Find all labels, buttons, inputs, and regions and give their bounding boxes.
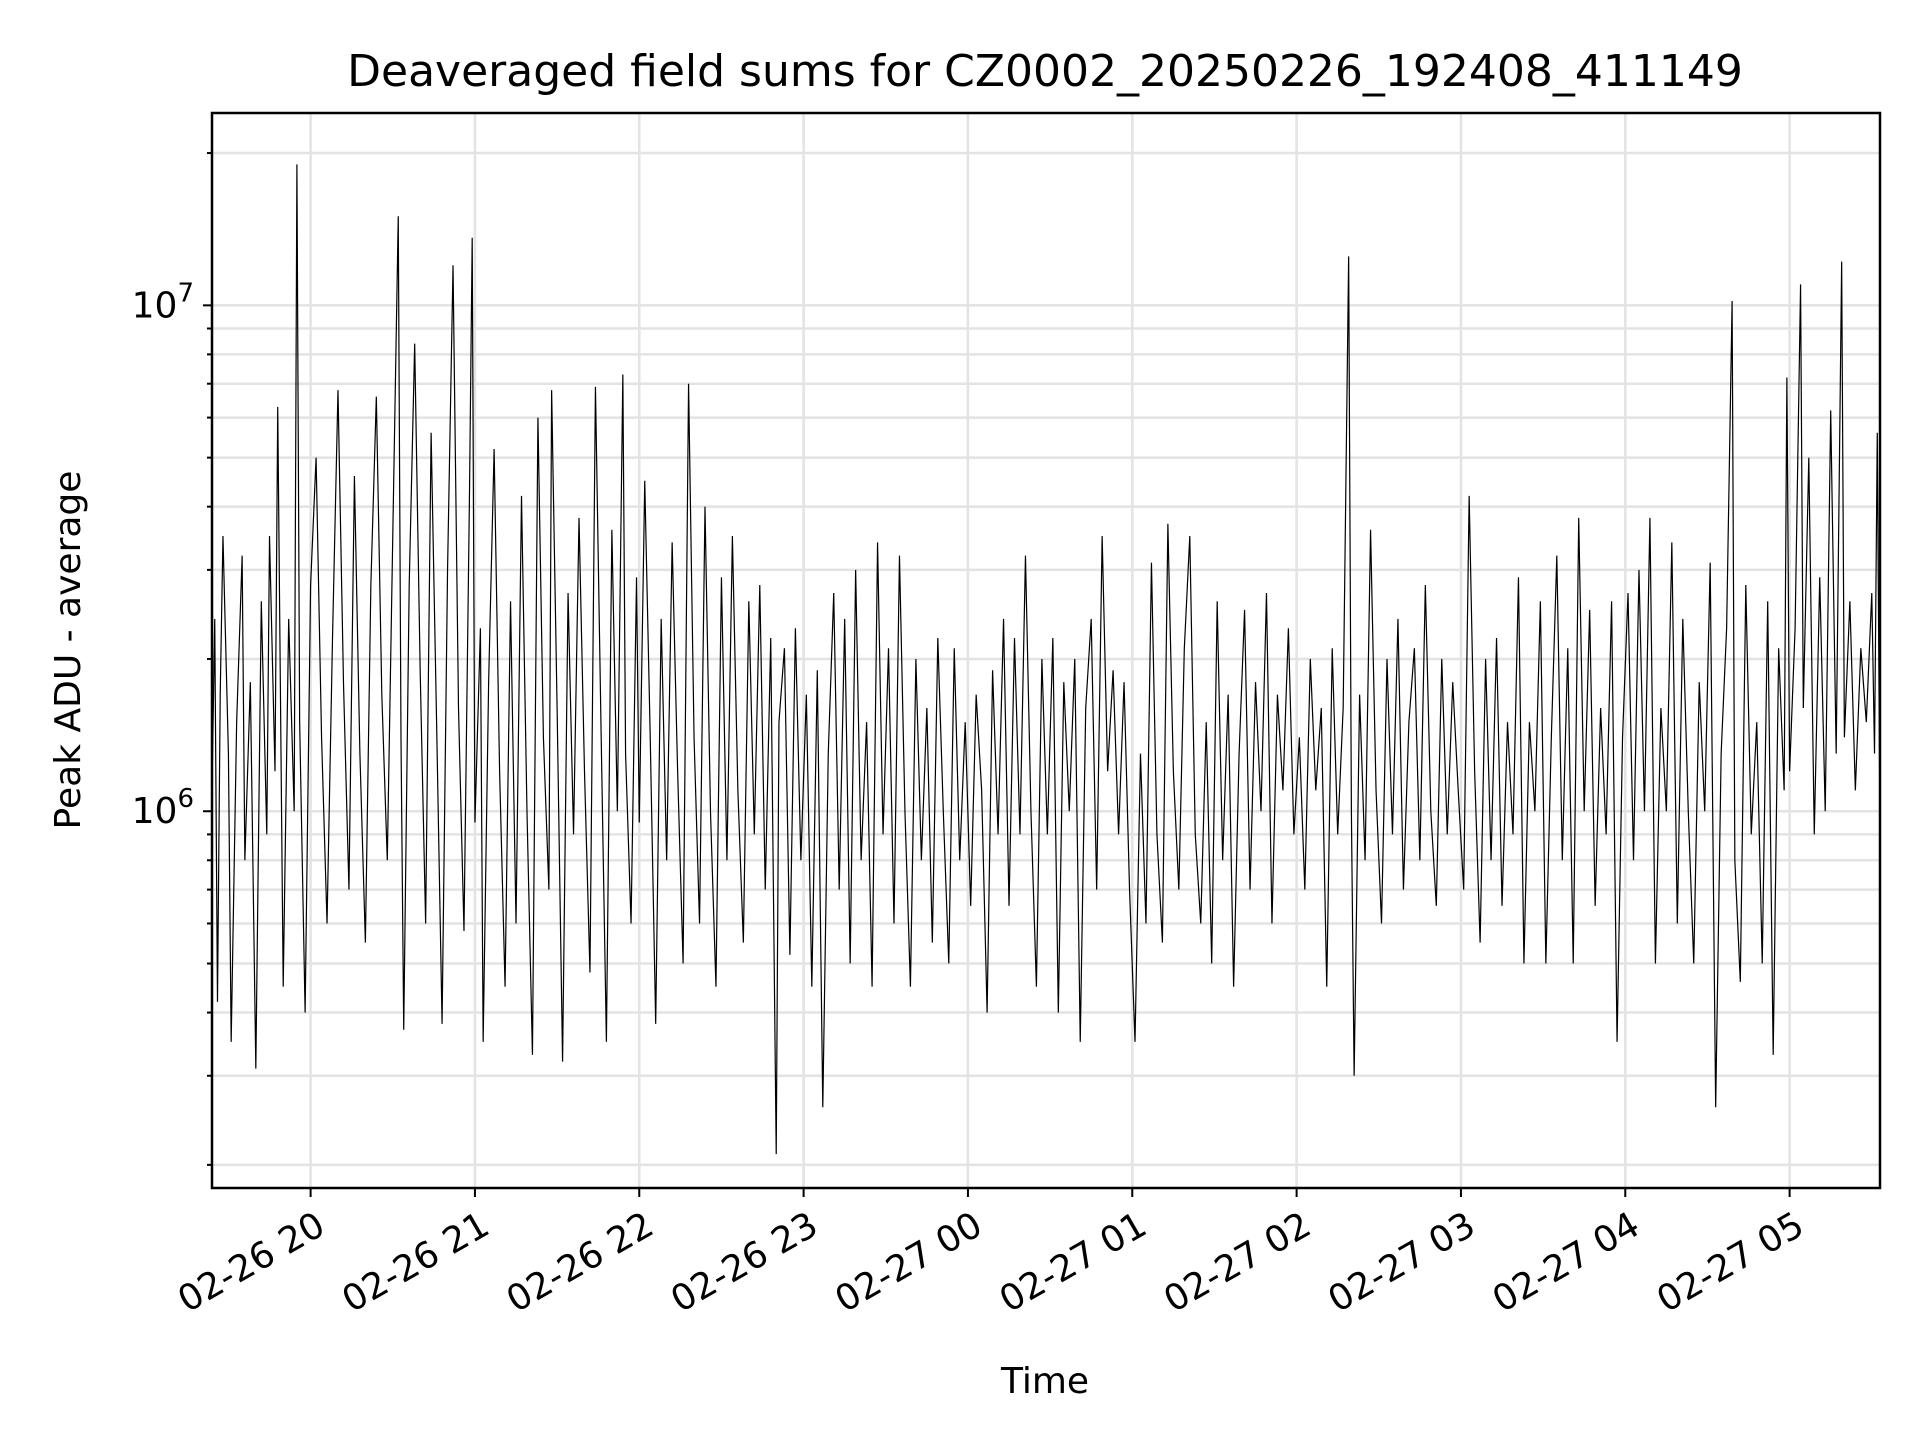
grid bbox=[212, 113, 1880, 1188]
chart-title: Deaveraged field sums for CZ0002_2025022… bbox=[347, 46, 1743, 97]
series-layer bbox=[211, 164, 1881, 1155]
series-line bbox=[211, 164, 1881, 1155]
y-axis-label: Peak ADU - average bbox=[48, 471, 89, 830]
x-axis-label: Time bbox=[1000, 1361, 1089, 1402]
y-axis-ticks: 106 107 bbox=[132, 152, 212, 1166]
plot-frame bbox=[210, 111, 1882, 1190]
y-tick-label: 106 bbox=[132, 784, 194, 832]
y-tick-label: 107 bbox=[132, 278, 194, 326]
